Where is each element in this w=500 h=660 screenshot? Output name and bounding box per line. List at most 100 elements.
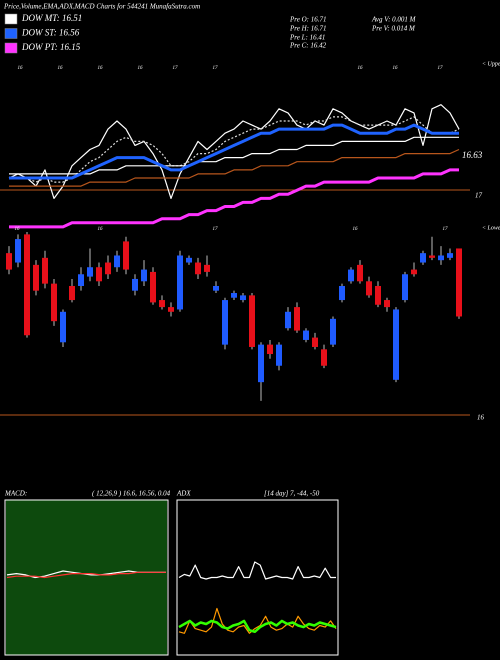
candle-body [231,293,237,298]
annotation: < Upper [482,61,500,67]
info: Avg V: 0.001 M [371,16,417,24]
panel-background [6,500,167,655]
series-line [9,116,460,183]
candle-body [24,234,30,336]
candle-body [420,253,426,263]
candle-body [78,274,84,286]
candle-body [33,264,39,291]
legend-label: DOW PT: 16.15 [21,42,81,52]
candle-body [15,239,21,263]
marker-label: 16 [15,227,21,232]
candle-body [267,344,273,355]
candle-body [438,255,444,261]
marker-label: 16 [58,66,64,71]
series-line [178,561,336,580]
candle-body [402,274,408,301]
marker-label: 17 [213,227,219,232]
candle-body [6,253,12,270]
candle-body [186,257,192,263]
info: Pre L: 16.41 [289,34,325,42]
panel-title: ADX [176,490,191,498]
legend-swatch [4,13,18,25]
annotation: 17 [475,192,483,200]
panel-subtitle: ( 12,26,9 ) 16.6, 16.56, 0.04 [92,490,171,498]
candle-body [60,311,66,343]
candle-body [348,269,354,282]
candle-body [42,257,48,284]
marker-label: 16 [358,66,364,71]
candle-body [105,262,111,275]
candle-body [249,295,255,347]
candle-body [321,349,327,366]
candle-body [375,285,381,305]
adx-frame [176,499,339,656]
candle-body [429,255,435,258]
marker-label: 16 [393,66,399,71]
marker-label: 16 [98,66,104,71]
info: Pre O: 16.71 [289,16,326,24]
candle-body [303,330,309,340]
candle-body [411,269,417,275]
candle-body [132,278,138,291]
candle-body [240,295,246,301]
candle-body [51,283,57,322]
candle-body [312,337,318,347]
candle-body [150,271,156,303]
marker-label: 16 [138,66,144,71]
candle-body [69,285,75,301]
candle-body [159,300,165,308]
annotation: < Lower [482,225,500,231]
candle-body [456,248,462,317]
candle-body [114,255,120,268]
legend-swatch [4,28,18,39]
candle-body [258,344,264,383]
series-line [8,104,460,199]
marker-label: 17 [443,227,449,232]
series-line [178,619,337,634]
series-line [6,571,166,579]
candle-body [222,300,228,345]
series-line [9,123,459,180]
candle-body [366,281,372,296]
marker-label: 17 [438,66,444,71]
series-line [9,148,460,187]
candle-body [87,267,93,277]
marker-label: 16 [353,227,359,232]
info: Pre H: 16.71 [289,25,326,33]
legend-label: DOW MT: 16.51 [21,13,82,23]
candle-body [357,264,363,282]
candle-body [276,344,282,366]
marker-label: 16 [98,227,104,232]
candle-body [294,307,300,331]
candle-body [204,264,210,272]
candle-body [195,262,201,275]
info: Pre V: 0.014 M [371,25,416,33]
y-tick-label: 16 [477,414,485,422]
candle-body [141,269,147,282]
panel-subtitle: [14 day] 7, -44, -50 [264,490,320,498]
candle-body [213,285,219,291]
candle-body [384,300,390,308]
marker-label: 17 [173,66,179,71]
marker-label: 16 [18,66,24,71]
series-line [178,607,337,634]
candle-body [285,311,291,329]
candle-body [123,241,129,270]
legend-label: DOW ST: 16.56 [21,28,80,38]
macd-frame [4,499,169,656]
chart-title: Price,Volume,EMA,ADX,MACD Charts for 544… [3,3,200,11]
candle-body [330,318,336,345]
info: Pre C: 16.42 [289,42,327,50]
candle-body [177,255,183,310]
legend-swatch [4,42,18,54]
candle-body [168,307,174,312]
candle-body [447,253,453,258]
candle-body [339,285,345,301]
candle-body [393,309,399,380]
panel-title: MACD: [4,490,27,498]
marker-label: 17 [213,66,219,71]
series-line [9,168,459,229]
candle-body [96,267,102,282]
